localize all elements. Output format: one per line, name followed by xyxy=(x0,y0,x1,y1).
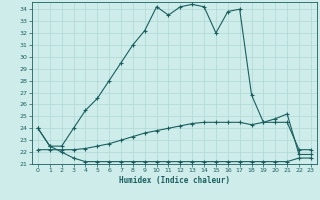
X-axis label: Humidex (Indice chaleur): Humidex (Indice chaleur) xyxy=(119,176,230,185)
